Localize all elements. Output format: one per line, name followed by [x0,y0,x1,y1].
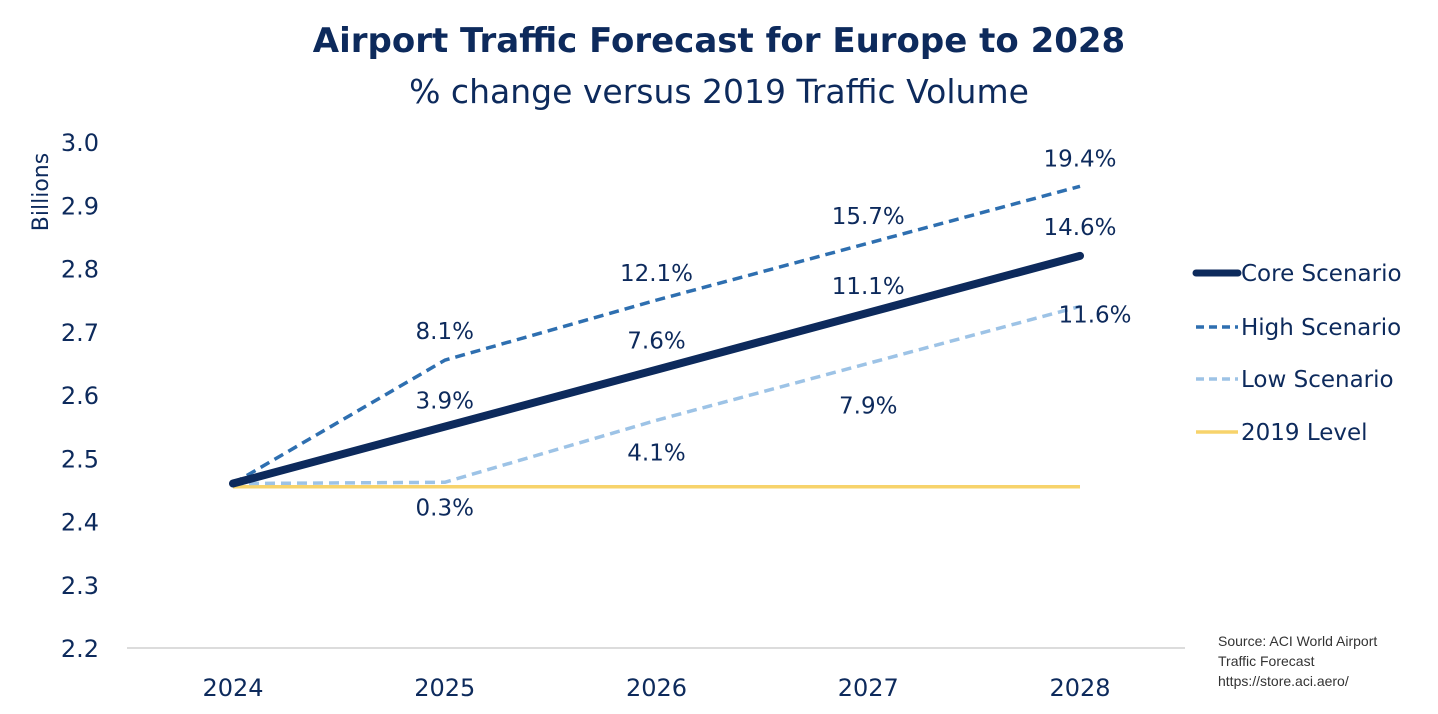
series-line-low-scenario [232,304,1081,486]
source-line-1: Source: ACI World Airport [1218,633,1377,649]
x-tick-label: 2024 [202,674,263,702]
data-label: 14.6% [1043,215,1116,241]
y-tick-label: 2.3 [61,572,99,600]
chart-subtitle: % change versus 2019 Traffic Volume [409,72,1029,111]
data-label: 3.9% [416,389,474,415]
legend: Core Scenario High Scenario Low Scenario 20… [1192,261,1402,446]
y-tick-label: 2.6 [61,382,99,410]
x-tick-label: 2028 [1049,674,1110,702]
y-tick-label: 2.9 [61,192,99,220]
y-axis-label: Billions [29,153,54,231]
data-label: 7.9% [839,393,897,419]
series-line-core-scenario [229,251,1084,488]
series-line-high-scenario [232,184,1081,486]
x-tick-label: 2026 [626,674,687,702]
data-label: 11.1% [832,274,905,300]
data-label: 4.1% [627,440,685,466]
y-tick-label: 2.2 [61,635,99,663]
chart-title: Airport Traffic Forecast for Europe to 2… [313,21,1125,61]
source-line-2: Traffic Forecast [1218,653,1315,669]
data-label: 8.1% [416,319,474,345]
legend-label: Core Scenario [1241,261,1402,287]
x-tick-label: 2027 [838,674,899,702]
y-tick-label: 3.0 [61,129,99,157]
y-tick-label: 2.5 [61,445,99,473]
legend-label: Low Scenario [1241,367,1394,393]
data-label: 19.4% [1043,146,1116,172]
x-tick-label: 2025 [414,674,475,702]
data-label: 11.6% [1058,302,1131,328]
source-line-3: https://store.aci.aero/ [1218,673,1349,689]
data-label: 12.1% [620,261,693,287]
series-lines [229,184,1084,489]
data-labels: 3.9% 7.6% 11.1% 14.6% 8.1% 12.1% 15.7% 19.4% 0.3… [416,146,1132,521]
data-label: 0.3% [416,495,474,521]
legend-label: 2019 Level [1241,420,1368,446]
y-tick-label: 2.4 [61,509,99,537]
legend-label: High Scenario [1241,315,1401,341]
data-label: 7.6% [627,329,685,355]
y-tick-label: 2.7 [61,319,99,347]
data-label: 15.7% [832,204,905,230]
y-ticks: 2.2 2.3 2.4 2.5 2.6 2.7 2.8 2.9 3.0 [61,129,99,663]
y-tick-label: 2.8 [61,256,99,284]
x-ticks: 2024 2025 2026 2027 2028 [202,674,1110,702]
